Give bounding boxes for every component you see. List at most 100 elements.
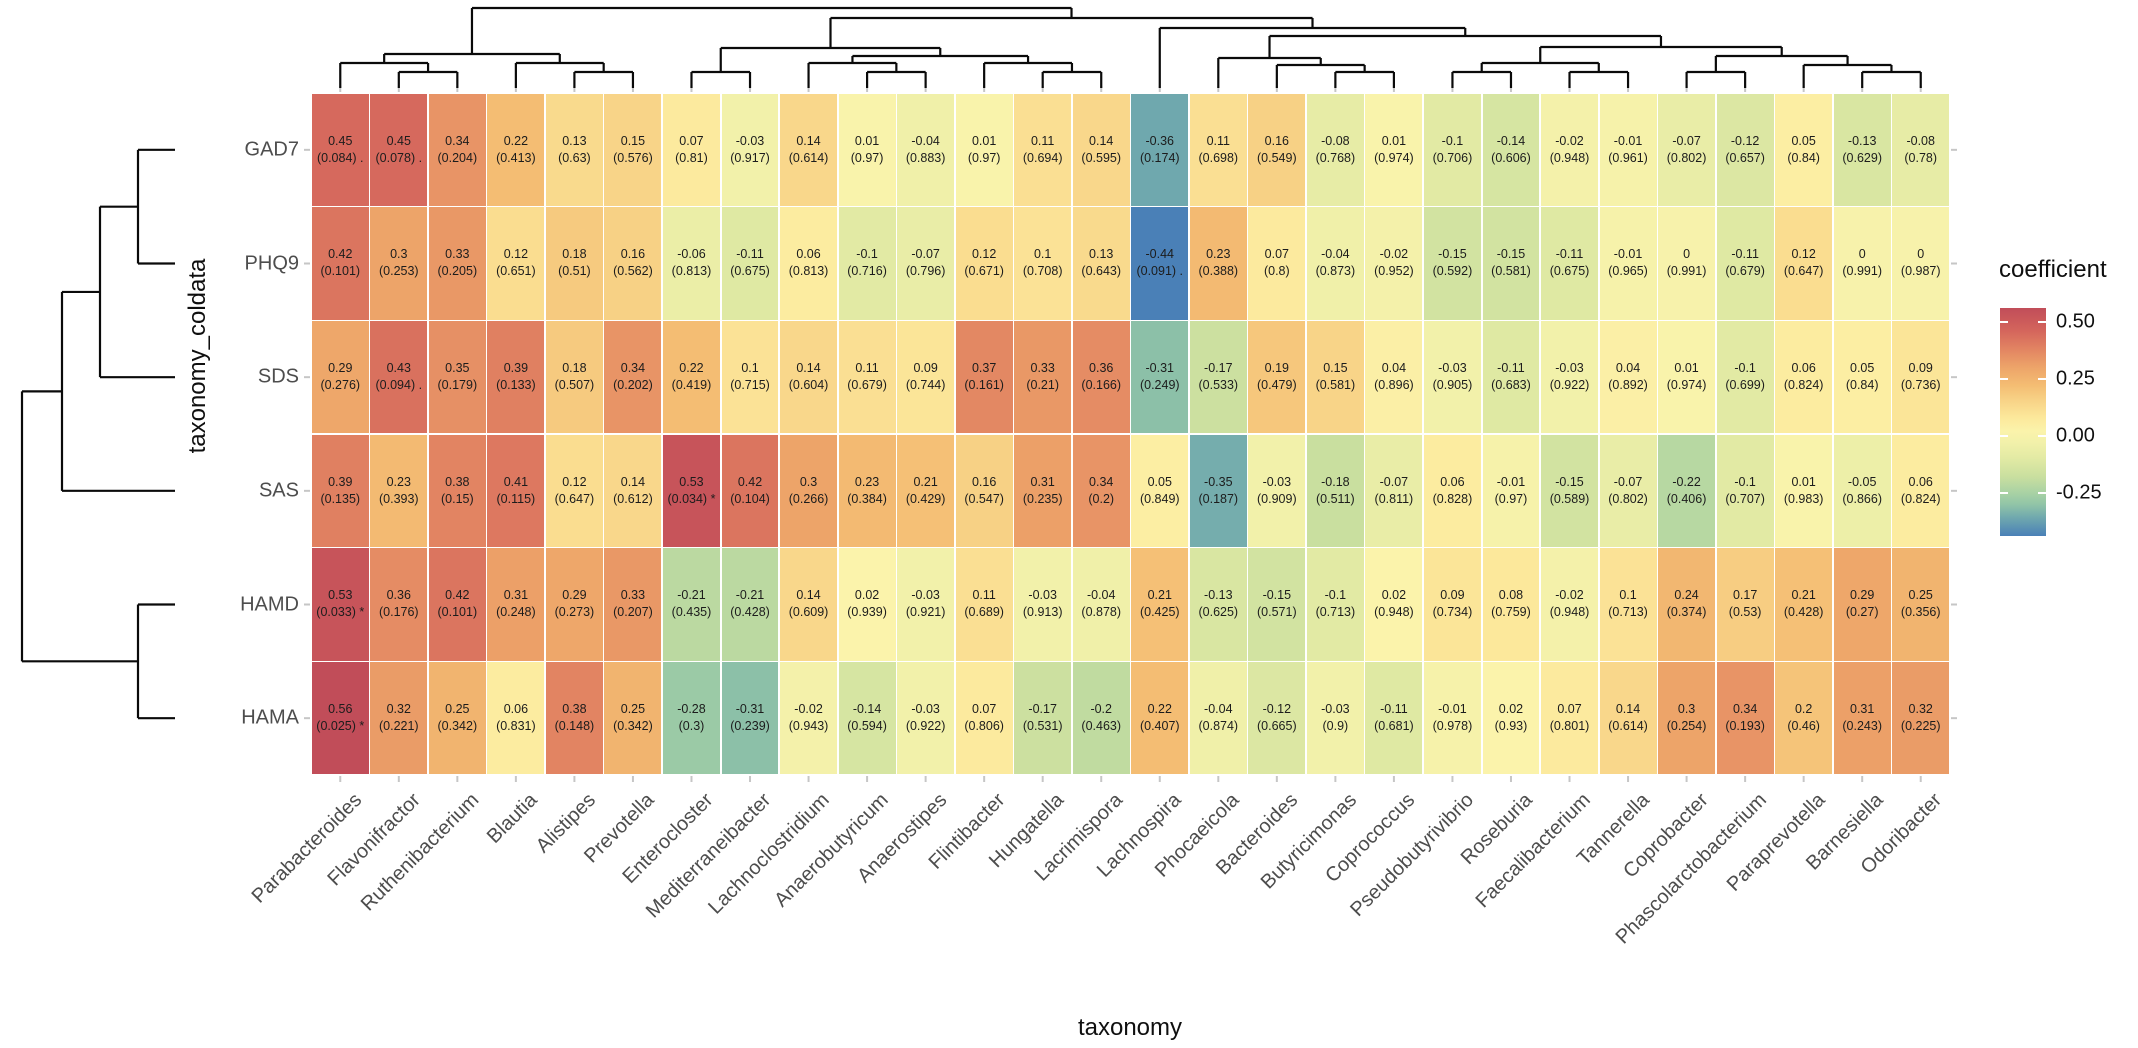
cell-coefficient: -0.03 xyxy=(735,133,765,148)
cell-coefficient: 0.12 xyxy=(503,247,529,262)
cell-pvalue: (0.681) xyxy=(1374,719,1414,734)
cell-coefficient: 0.24 xyxy=(1674,588,1699,603)
heatmap-cell: 0.07 (0.81) xyxy=(663,93,720,206)
cell-coefficient: 0.14 xyxy=(620,474,646,489)
cell-coefficient: 0.01 xyxy=(1381,133,1407,148)
cell-coefficient: 0.02 xyxy=(1498,702,1524,717)
cell-pvalue: (0.101) xyxy=(320,264,361,279)
heatmap-cell: 0.07 (0.806) xyxy=(955,662,1013,775)
cell-pvalue: (0.883) xyxy=(905,150,946,165)
cell-coefficient: -0.11 xyxy=(1380,702,1408,717)
cell-coefficient: 0.14 xyxy=(796,588,821,603)
heatmap-cell: 0.32 (0.225) xyxy=(1892,662,1950,775)
heatmap-cell: -0.21 (0.435) xyxy=(663,548,720,661)
cell-coefficient: 0.34 xyxy=(445,133,470,148)
cell-coefficient: 0.01 xyxy=(971,133,997,148)
cell-coefficient: -0.08 xyxy=(1321,133,1350,148)
cell-pvalue: (0.614) xyxy=(788,150,829,165)
cell-coefficient: -0.1 xyxy=(1734,474,1756,489)
cell-pvalue: (0.091) . xyxy=(1136,264,1184,279)
cell-pvalue: (0.874) xyxy=(1198,719,1239,734)
heatmap-cell: 0.36 (0.176) xyxy=(370,548,428,661)
heatmap-cell: 0.3 (0.254) xyxy=(1658,662,1716,775)
cell-coefficient: 0.16 xyxy=(1264,133,1289,148)
heatmap-cell: 0.11 (0.689) xyxy=(955,548,1013,661)
cell-coefficient: 0.34 xyxy=(1732,702,1758,717)
heatmap-cell: -0.14 (0.594) xyxy=(838,662,896,775)
cell-coefficient: -0.01 xyxy=(1613,247,1643,262)
cell-coefficient: 0.1 xyxy=(1619,588,1637,603)
heatmap-cell: 0.17 (0.53) xyxy=(1716,548,1774,661)
cell-pvalue: (0.768) xyxy=(1315,150,1356,165)
heatmap-cell: 0.34 (0.204) xyxy=(428,93,486,206)
cell-coefficient: 0.06 xyxy=(1440,474,1465,489)
cell-coefficient: 0.39 xyxy=(328,474,353,489)
heatmap-cell: -0.36 (0.174) xyxy=(1131,93,1189,206)
cell-pvalue: (0.166) xyxy=(1081,378,1122,393)
cell-pvalue: (0.101) xyxy=(437,605,478,620)
cell-coefficient: 0.11 xyxy=(972,588,996,603)
heatmap-cell: -0.11 (0.683) xyxy=(1482,321,1540,434)
cell-pvalue: (0.221) xyxy=(378,719,419,734)
cell-pvalue: (0.978) xyxy=(1432,719,1473,734)
cell-coefficient: 0 xyxy=(1683,247,1691,262)
cell-pvalue: (0.647) xyxy=(1783,264,1824,279)
cell-coefficient: 0.36 xyxy=(1089,361,1114,376)
heatmap-cell: 0.38 (0.148) xyxy=(545,662,603,775)
cell-coefficient: -0.07 xyxy=(1613,474,1643,489)
cell-pvalue: (0.657) xyxy=(1725,150,1765,165)
cell-coefficient: 0.33 xyxy=(620,588,646,603)
cell-pvalue: (0.342) xyxy=(437,719,478,734)
cell-pvalue: (0.193) xyxy=(1725,719,1765,734)
heatmap-cell: 0.06 (0.831) xyxy=(487,662,545,775)
cell-pvalue: (0.176) xyxy=(378,605,419,620)
cell-coefficient: 0.04 xyxy=(1615,361,1641,376)
cell-pvalue: (0.671) xyxy=(964,264,1004,279)
heatmap-cell: -0.02 (0.948) xyxy=(1541,93,1598,206)
cell-pvalue: (0.533) xyxy=(1198,378,1239,393)
cell-pvalue: (0.133) xyxy=(496,378,536,393)
cell-pvalue: (0.46) xyxy=(1787,719,1820,734)
cell-coefficient: 0.21 xyxy=(1791,588,1816,603)
heatmap-cell: -0.12 (0.665) xyxy=(1248,662,1306,775)
heatmap-cell: 0.3 (0.253) xyxy=(370,207,428,320)
cell-coefficient: -0.35 xyxy=(1204,474,1233,489)
cell-coefficient: 0.14 xyxy=(1615,702,1641,717)
heatmap-cell: 0.41 (0.115) xyxy=(487,434,545,547)
cell-pvalue: (0.665) xyxy=(1257,719,1297,734)
cell-pvalue: (0.713) xyxy=(1608,605,1648,620)
cell-coefficient: 0.05 xyxy=(1850,361,1875,376)
cell-pvalue: (0.694) xyxy=(1022,150,1063,165)
cell-coefficient: 0.08 xyxy=(1498,588,1524,603)
heatmap-cell: 0.01 (0.97) xyxy=(955,93,1013,206)
cell-coefficient: -0.02 xyxy=(794,702,823,717)
cell-coefficient: 0.01 xyxy=(854,133,880,148)
cell-coefficient: -0.12 xyxy=(1262,702,1292,717)
cell-coefficient: 0.18 xyxy=(562,361,587,376)
heatmap-cell: -0.02 (0.952) xyxy=(1365,207,1423,320)
heatmap-cell: 0.53 (0.034) * xyxy=(663,434,720,547)
cell-pvalue: (0.987) xyxy=(1900,264,1941,279)
cell-pvalue: (0.025) * xyxy=(316,719,365,734)
heatmap-cell: 0.02 (0.939) xyxy=(838,548,896,661)
cell-coefficient: 0.01 xyxy=(1791,474,1816,489)
heatmap-cell: -0.02 (0.943) xyxy=(780,662,837,775)
cell-pvalue: (0.983) xyxy=(1783,491,1824,506)
legend-tick-mark xyxy=(2000,377,2008,380)
heatmap-cell: 0.3 (0.266) xyxy=(780,434,837,547)
cell-coefficient: -0.15 xyxy=(1496,247,1526,262)
cell-coefficient: 0.42 xyxy=(445,588,470,603)
cell-coefficient: 0.3 xyxy=(1677,702,1696,717)
heatmap-cell: 0.22 (0.419) xyxy=(663,321,720,434)
heatmap-cell: -0.31 (0.249) xyxy=(1131,321,1189,434)
heatmap-cell: 0.02 (0.948) xyxy=(1365,548,1423,661)
heatmap-cell: 0.22 (0.413) xyxy=(487,93,545,206)
heatmap-cell: -0.07 (0.802) xyxy=(1658,93,1716,206)
heatmap-cell: -0.15 (0.581) xyxy=(1482,207,1540,320)
cell-pvalue: (0.562) xyxy=(613,264,653,279)
cell-pvalue: (0.63) xyxy=(558,150,591,165)
cell-pvalue: (0.675) xyxy=(730,264,770,279)
cell-coefficient: -0.14 xyxy=(1496,133,1526,148)
cell-pvalue: (0.878) xyxy=(1081,605,1122,620)
heatmap-cell: -0.18 (0.511) xyxy=(1306,434,1364,547)
